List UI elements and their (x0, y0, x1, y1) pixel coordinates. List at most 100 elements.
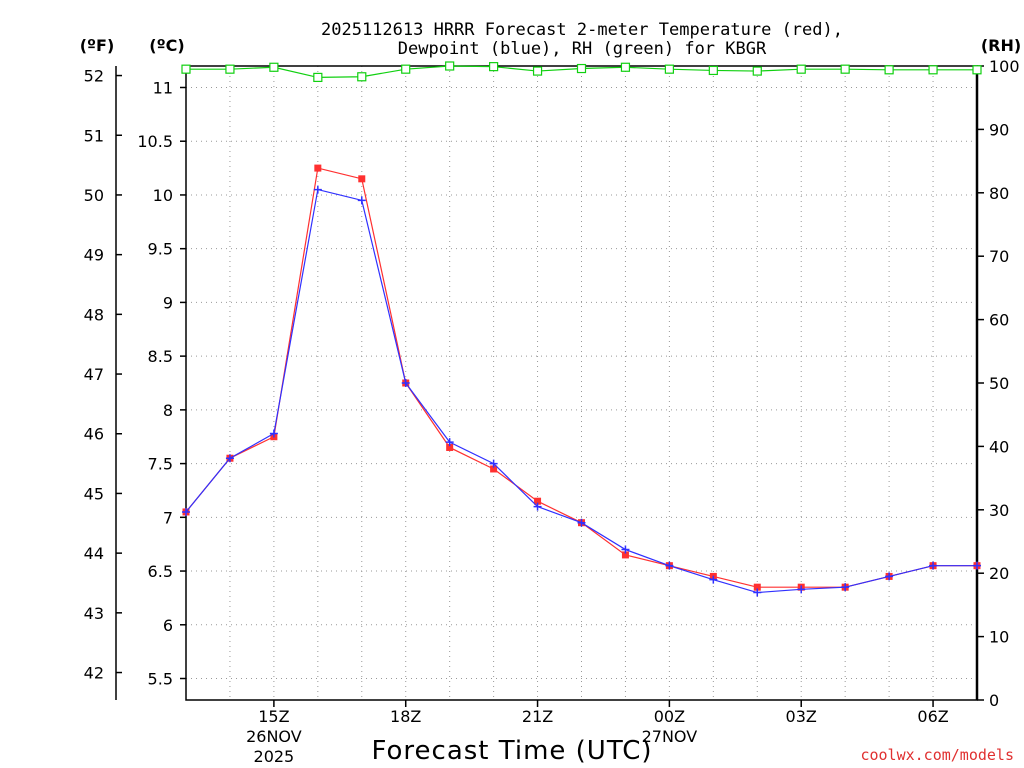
rh-point (796, 64, 806, 74)
x-tick-year-label: 2025 (254, 747, 295, 766)
rh-point (269, 62, 279, 72)
celsius-tick-label: 5.5 (148, 670, 173, 689)
rh-point (181, 64, 191, 74)
rh-tick-label: 30 (989, 501, 1009, 520)
rh-point (928, 65, 938, 75)
temperature-point (446, 443, 454, 451)
x-tick-label: 18Z (390, 707, 421, 726)
celsius-tick-label: 6.5 (148, 562, 173, 581)
celsius-tick-label: 11 (153, 78, 173, 97)
rh-point (489, 62, 499, 72)
rh-tick-label: 100 (989, 57, 1020, 76)
rh-tick-label: 90 (989, 120, 1009, 139)
temperature-point (753, 583, 761, 591)
rh-point (972, 65, 982, 75)
dewpoint-point (445, 438, 454, 447)
rh-tick-label: 70 (989, 247, 1009, 266)
x-tick-label: 21Z (522, 707, 553, 726)
celsius-tick-label: 8 (163, 401, 173, 420)
credit-text[interactable]: coolwx.com/models (860, 746, 1014, 764)
axes (115, 65, 979, 701)
celsius-tick-label: 9.5 (148, 240, 173, 259)
fahrenheit-tick-label: 49 (84, 246, 104, 265)
x-axis-label: Forecast Time (UTC) (371, 736, 652, 766)
x-tick-label: 06Z (917, 707, 948, 726)
celsius-tick-label: 9 (163, 293, 173, 312)
x-tick-label: 03Z (786, 707, 817, 726)
rh-tick-label: 50 (989, 374, 1009, 393)
data-series (181, 61, 982, 597)
dewpoint-point (841, 583, 850, 592)
fahrenheit-tick-label: 45 (84, 484, 104, 503)
celsius-unit-label: (ºC) (149, 36, 184, 55)
dewpoint-point (929, 561, 938, 570)
rh-tick-label: 0 (989, 691, 999, 710)
dewpoint-point (753, 588, 762, 597)
x-tick-label: 15Z (258, 707, 289, 726)
celsius-tick-label: 6 (163, 616, 173, 635)
fahrenheit-tick-label: 48 (84, 305, 104, 324)
dewpoint-point (973, 561, 981, 570)
dewpoint-point (225, 454, 234, 463)
fahrenheit-tick-label: 42 (84, 664, 104, 683)
fahrenheit-tick-label: 43 (84, 604, 104, 623)
grid-lines (186, 66, 977, 700)
temperature-point (358, 175, 366, 183)
x-tick-date-label: 27NOV (642, 727, 698, 746)
rh-point (532, 66, 543, 76)
rh-point (445, 61, 455, 71)
rh-point (357, 72, 367, 82)
temperature-point (534, 497, 542, 505)
dewpoint-point (401, 379, 410, 387)
rh-point (313, 72, 323, 83)
y-axis-ticks: 5.5 6 6.5 7 7.5 8 8.5 9 9.5 10 10.5 11 42 43 44 45 46 47 4… (84, 57, 1020, 710)
temperature-point (490, 465, 498, 473)
celsius-tick-label: 7.5 (148, 455, 173, 474)
x-tick-label: 00Z (654, 707, 685, 726)
rh-point (708, 65, 718, 76)
fahrenheit-tick-label: 46 (84, 425, 104, 444)
fahrenheit-tick-label: 51 (84, 126, 104, 145)
celsius-tick-label: 8.5 (148, 347, 173, 366)
rh-point (576, 63, 587, 74)
rh-unit-label: (RH) (981, 36, 1021, 55)
rh-tick-label: 80 (989, 184, 1009, 203)
dewpoint-point (885, 572, 894, 581)
dewpoint-point (269, 429, 278, 438)
fahrenheit-tick-label: 50 (84, 186, 104, 205)
dewpoint-point (621, 545, 630, 554)
celsius-tick-label: 7 (163, 508, 173, 527)
fahrenheit-tick-label: 52 (84, 67, 104, 86)
celsius-tick-label: 10 (153, 186, 173, 205)
rh-point (620, 62, 631, 72)
rh-point (840, 64, 850, 74)
fahrenheit-unit-label: (ºF) (80, 36, 115, 55)
rh-tick-label: 10 (989, 628, 1009, 647)
rh-point (664, 64, 674, 74)
rh-tick-label: 60 (989, 311, 1009, 330)
chart-subtitle: Dewpoint (blue), RH (green) for KBGR (398, 39, 767, 59)
rh-point (752, 66, 762, 76)
fahrenheit-tick-label: 47 (84, 365, 104, 384)
dewpoint-point (797, 585, 806, 594)
rh-point (401, 64, 411, 74)
rh-tick-label: 20 (989, 564, 1009, 583)
x-tick-date-label: 26NOV (246, 727, 302, 746)
rh-tick-label: 40 (989, 437, 1009, 456)
fahrenheit-tick-label: 44 (84, 544, 104, 563)
temperature-point (314, 164, 322, 172)
dewpoint-point (533, 502, 542, 511)
dewpoint-point (709, 575, 718, 584)
temperature-point (621, 551, 629, 559)
chart-title: 2025112613 HRRR Forecast 2-meter Tempera… (321, 20, 843, 40)
rh-point (884, 65, 894, 75)
dewpoint-point (357, 196, 366, 205)
dewpoint-point (182, 507, 190, 516)
dewpoint-point (577, 518, 586, 527)
celsius-tick-label: 10.5 (137, 132, 173, 151)
dewpoint-point (489, 459, 498, 468)
rh-point (225, 64, 235, 74)
dewpoint-point (665, 561, 674, 570)
